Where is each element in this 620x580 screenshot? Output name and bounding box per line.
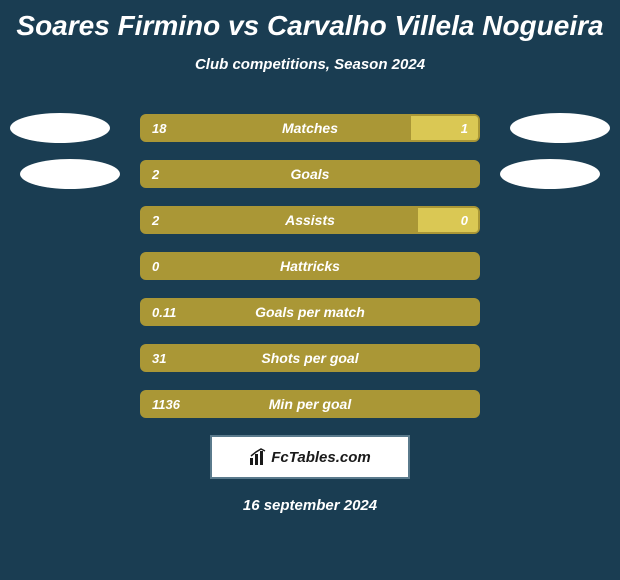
stat-value-left: 18 xyxy=(152,116,166,140)
stat-row: Shots per goal31 xyxy=(0,343,620,373)
stat-bar: Matches181 xyxy=(140,114,480,142)
stat-value-left: 1136 xyxy=(152,392,180,416)
subtitle: Club competitions, Season 2024 xyxy=(0,56,620,73)
stat-row: Matches181 xyxy=(0,113,620,143)
stat-row: Goals per match0.11 xyxy=(0,297,620,327)
stat-bar: Goals per match0.11 xyxy=(140,298,480,326)
player-right-oval xyxy=(510,113,610,143)
stat-bar: Min per goal1136 xyxy=(140,390,480,418)
footer-site-label: FcTables.com xyxy=(271,449,370,466)
stat-value-left: 0.11 xyxy=(152,300,176,324)
player-left-oval xyxy=(10,113,110,143)
player-left-oval xyxy=(20,159,120,189)
stat-row: Goals2 xyxy=(0,159,620,189)
page-title: Soares Firmino vs Carvalho Villela Nogue… xyxy=(0,0,620,42)
stat-bar: Goals2 xyxy=(140,160,480,188)
stats-rows: Matches181Goals2Assists20Hattricks0Goals… xyxy=(0,113,620,419)
player-right-oval xyxy=(500,159,600,189)
stat-label: Goals per match xyxy=(142,300,478,324)
stat-value-left: 2 xyxy=(152,208,159,232)
stat-value-right: 0 xyxy=(461,208,468,232)
stat-row: Assists20 xyxy=(0,205,620,235)
stat-value-left: 31 xyxy=(152,346,166,370)
stat-value-right: 1 xyxy=(461,116,468,140)
stat-label: Hattricks xyxy=(142,254,478,278)
stat-label: Min per goal xyxy=(142,392,478,416)
footer-date: 16 september 2024 xyxy=(0,497,620,514)
stat-row: Min per goal1136 xyxy=(0,389,620,419)
stat-value-left: 0 xyxy=(152,254,159,278)
stat-label: Goals xyxy=(142,162,478,186)
footer-site-box: FcTables.com xyxy=(210,435,410,479)
stat-bar: Assists20 xyxy=(140,206,480,234)
stat-value-left: 2 xyxy=(152,162,159,186)
stat-bar-right-fill xyxy=(418,208,478,232)
chart-icon xyxy=(249,448,267,466)
stat-row: Hattricks0 xyxy=(0,251,620,281)
stat-label: Shots per goal xyxy=(142,346,478,370)
stat-bar: Shots per goal31 xyxy=(140,344,480,372)
stat-bar: Hattricks0 xyxy=(140,252,480,280)
